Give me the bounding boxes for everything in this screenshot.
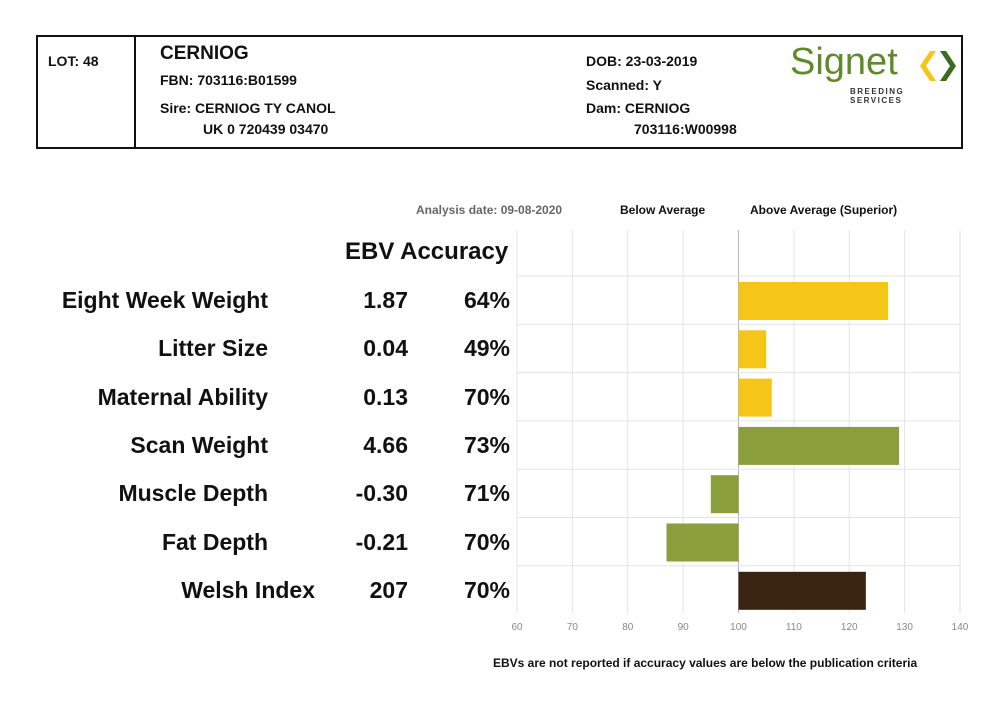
- accuracy-value: 70%: [463, 576, 510, 603]
- x-tick-label: 90: [678, 622, 690, 633]
- trait-label: Fat Depth: [161, 528, 268, 555]
- analysis-date: Analysis date: 09-08-2020: [416, 203, 563, 217]
- bar-1: [738, 330, 767, 369]
- ebv-value: -0.30: [355, 480, 408, 507]
- trait-label: Scan Weight: [130, 431, 268, 458]
- x-tick-label: 110: [786, 622, 802, 633]
- logo-chevrons-icon: [920, 51, 956, 81]
- trait-label: Eight Week Weight: [61, 287, 268, 313]
- accuracy-value: 71%: [463, 480, 510, 507]
- accuracy-value: 73%: [463, 431, 510, 458]
- header-divider: [134, 37, 136, 147]
- x-tick-label: 140: [952, 622, 969, 633]
- logo-right-chevron: [940, 51, 956, 81]
- flock-book-number: FBN: 703116:B01599: [160, 72, 297, 88]
- accuracy-value: 70%: [463, 383, 510, 410]
- scanned-status: Scanned: Y: [586, 77, 662, 93]
- ebv-value: 0.13: [363, 383, 408, 410]
- trait-label: Litter Size: [158, 335, 268, 362]
- accuracy-value: 64%: [463, 287, 510, 313]
- logo-left-chevron: [920, 51, 936, 81]
- logo-subtitle: BREEDING SERVICES: [850, 87, 905, 105]
- x-tick-label: 130: [896, 622, 913, 633]
- bar-4: [710, 475, 739, 514]
- ebv-value: 4.66: [363, 431, 408, 458]
- animal-name: CERNIOG: [160, 43, 249, 64]
- ebv-value: 207: [369, 576, 408, 603]
- bar-2: [738, 378, 772, 417]
- sire-name: Sire: CERNIOG TY CANOL: [160, 100, 336, 116]
- bar-6: [738, 571, 866, 610]
- ebv-accuracy-heading: EBV Accuracy: [345, 238, 509, 265]
- bar-5: [666, 523, 739, 562]
- signet-logo: Signet BREEDING SERVICES: [790, 41, 960, 105]
- date-of-birth: DOB: 23-03-2019: [586, 53, 698, 69]
- ebv-value: 0.04: [363, 335, 408, 362]
- trait-label: Welsh Index: [181, 576, 315, 603]
- accuracy-value: 49%: [463, 335, 510, 362]
- dam-name: Dam: CERNIOG: [586, 100, 691, 116]
- ebv-value: 1.87: [363, 287, 408, 313]
- x-tick-label: 120: [841, 622, 858, 633]
- x-tick-label: 100: [730, 622, 747, 633]
- x-tick-label: 80: [622, 622, 634, 633]
- lot-number: LOT: 48: [48, 53, 99, 69]
- accuracy-value: 70%: [463, 528, 510, 555]
- below-average-label: Below Average: [620, 203, 706, 217]
- dam-id: 703116:W00998: [634, 121, 737, 137]
- x-tick-label: 60: [511, 622, 523, 633]
- trait-label: Maternal Ability: [97, 383, 268, 410]
- sire-id: UK 0 720439 03470: [203, 121, 329, 137]
- x-tick-label: 70: [567, 622, 579, 633]
- ebv-value: -0.21: [355, 528, 408, 555]
- bar-0: [738, 282, 889, 320]
- footnote: EBVs are not reported if accuracy values…: [493, 656, 918, 670]
- logo-wordmark: Signet: [790, 41, 898, 83]
- trait-label: Muscle Depth: [118, 480, 268, 507]
- bar-3: [738, 426, 900, 465]
- above-average-label: Above Average (Superior): [750, 203, 898, 217]
- animal-header: LOT: 48 CERNIOG FBN: 703116:B01599 Sire:…: [36, 35, 963, 149]
